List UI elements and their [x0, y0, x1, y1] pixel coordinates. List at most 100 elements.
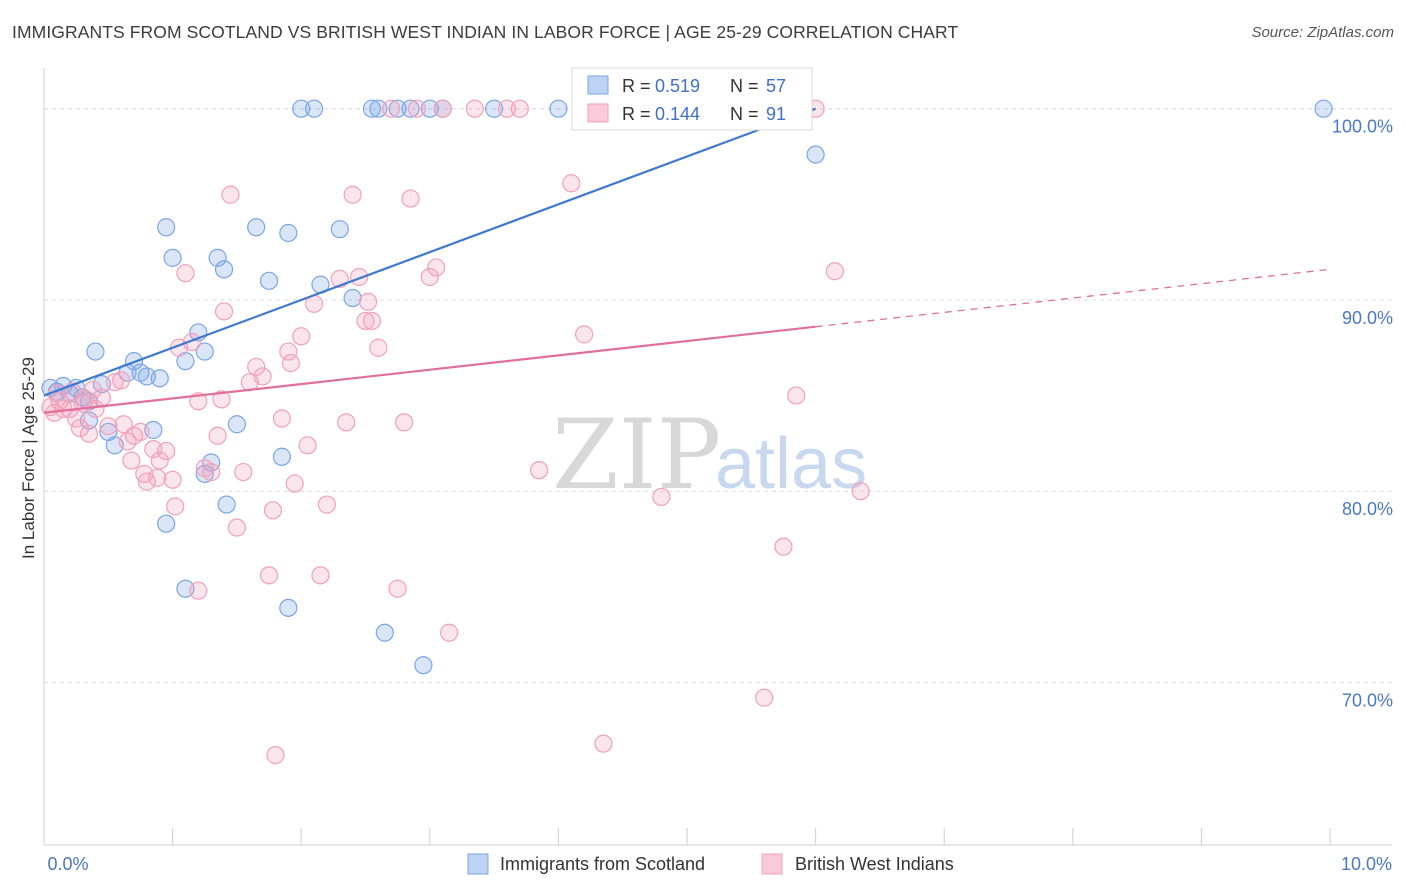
data-point-scotland [157, 514, 176, 533]
legend-r-value-bwi: 0.144 [655, 104, 700, 124]
data-point-bwi [407, 99, 427, 118]
chart-title: IMMIGRANTS FROM SCOTLAND VS BRITISH WEST… [12, 22, 959, 42]
data-point-scotland [401, 99, 420, 118]
data-point-bwi [79, 424, 99, 443]
data-point-bwi [148, 468, 167, 487]
data-point-bwi [337, 413, 356, 432]
data-point-scotland [195, 342, 214, 361]
series-legend: Immigrants from Scotland British West In… [467, 853, 954, 875]
data-point-bwi [787, 386, 806, 405]
data-point-scotland [279, 598, 298, 617]
data-point-bwi [825, 262, 844, 281]
data-point-bwi [157, 441, 176, 461]
data-point-bwi [427, 258, 446, 277]
data-point-bwi [272, 409, 292, 428]
legend-swatch-bwi [587, 103, 609, 123]
data-point-bwi [311, 566, 330, 585]
y-tick-labels: 100.0% 90.0% 80.0% 70.0% [1332, 117, 1393, 711]
data-point-bwi [292, 327, 311, 346]
data-point-scotland [214, 260, 234, 279]
y-tick-label: 90.0% [1342, 308, 1393, 328]
data-point-bwi [382, 99, 401, 118]
data-point-scotland [485, 99, 504, 118]
y-tick-label: 100.0% [1332, 117, 1393, 137]
data-point-bwi [122, 451, 141, 470]
y-tick-label: 70.0% [1342, 690, 1393, 710]
data-point-scotland [259, 271, 279, 290]
data-point-bwi [594, 734, 613, 753]
data-point-scotland [414, 656, 433, 675]
series-legend-swatch-bwi [761, 853, 783, 875]
data-point-scotland [292, 99, 311, 118]
legend-n-label-scotland: N = [730, 76, 759, 96]
data-point-bwi [851, 482, 870, 501]
data-point-scotland [362, 99, 382, 118]
x-tick-label: 10.0% [1341, 854, 1392, 874]
series-legend-swatch-scotland [467, 853, 489, 875]
data-point-scotland [227, 415, 246, 434]
data-point-bwi [562, 174, 581, 193]
data-point-bwi [182, 332, 201, 352]
axes [43, 68, 1392, 846]
data-point-bwi [433, 99, 452, 118]
data-point-scotland [375, 623, 394, 642]
watermark-atlas: atlas [715, 424, 867, 504]
data-point-bwi [176, 264, 195, 283]
data-point-scotland [343, 288, 362, 308]
trend-line-scotland [43, 107, 816, 397]
data-point-scotland [806, 145, 825, 164]
data-point-bwi [358, 292, 378, 311]
data-point-bwi [774, 537, 793, 556]
data-point-scotland [195, 464, 214, 484]
data-point-bwi [279, 342, 298, 361]
data-point-bwi [281, 353, 301, 373]
data-point-bwi [263, 501, 283, 520]
data-point-bwi [99, 417, 118, 436]
data-point-scotland [279, 223, 298, 243]
data-point-scotland [217, 495, 236, 514]
data-point-scotland [420, 99, 439, 118]
trend-line-extension-bwi [815, 268, 1331, 328]
source-label: Source: ZipAtlas.com [1251, 24, 1394, 41]
data-point-bwi [575, 325, 594, 344]
y-axis-title: In Labor Force | Age 25-29 [19, 357, 38, 559]
data-point-bwi [298, 436, 317, 455]
x-tick-label: 0.0% [47, 854, 88, 874]
data-point-bwi [266, 746, 285, 765]
data-point-bwi [150, 451, 169, 470]
data-point-bwi [234, 462, 253, 482]
data-point-bwi [394, 413, 414, 432]
data-point-scotland [86, 342, 105, 361]
grid [44, 108, 1392, 683]
data-point-bwi [362, 311, 382, 331]
data-point-bwi [227, 518, 246, 537]
data-point-bwi [212, 390, 231, 409]
legend-r-label-scotland: R = [622, 76, 651, 96]
legend-r-value-scotland: 0.519 [655, 76, 700, 96]
data-point-scotland [304, 99, 324, 118]
data-point-bwi [755, 688, 774, 707]
data-point-bwi [70, 418, 90, 438]
legend-n-value-scotland: 57 [766, 76, 786, 96]
data-point-scotland [330, 220, 349, 239]
data-point-bwi [388, 579, 407, 598]
data-point-bwi [510, 99, 529, 118]
data-point-bwi [259, 566, 279, 585]
data-point-bwi [214, 302, 234, 321]
legend-r-label-bwi: R = [622, 104, 651, 124]
data-point-bwi [166, 497, 185, 516]
data-point-bwi [317, 495, 337, 514]
x-tick-labels: 0.0% 10.0% [43, 828, 1392, 874]
data-point-scotland [150, 369, 169, 388]
data-point-bwi [465, 99, 484, 118]
data-point-scotland [157, 218, 176, 237]
legend-n-label-bwi: N = [730, 104, 759, 124]
data-point-bwi [652, 487, 671, 507]
data-point-bwi [369, 338, 388, 357]
data-point-bwi [530, 461, 549, 480]
data-point-bwi [202, 462, 221, 482]
legend-swatch-scotland [587, 75, 609, 95]
data-point-scotland [388, 99, 407, 118]
trend-lines [43, 107, 1331, 414]
